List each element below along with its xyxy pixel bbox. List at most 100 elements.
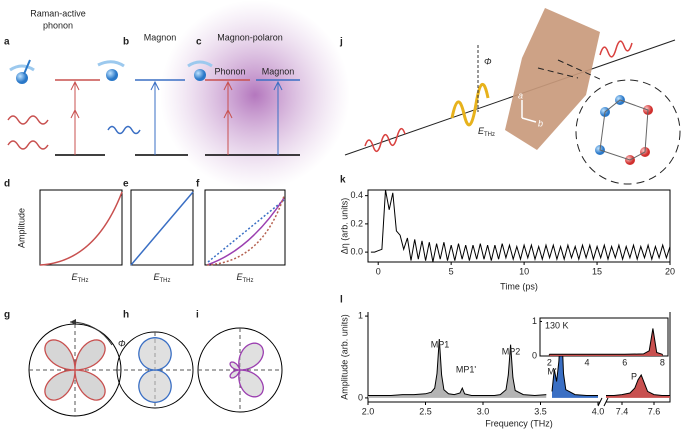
x-tick-label: 8 (660, 357, 665, 367)
chart-k: 0 5 10 15 20 0.0 0.2 0.4 Time (ps) Δη (arb. units… (339, 190, 675, 291)
spin-cone (9, 64, 35, 72)
axis-label: b (538, 118, 543, 128)
x-tick-label: 15 (592, 266, 602, 276)
spin (23, 59, 31, 75)
label-part: THz (484, 132, 495, 138)
zoom-circle (575, 79, 681, 185)
angle-label: Φ (118, 338, 126, 348)
level-label: Magnon (262, 66, 295, 76)
plot-frame (367, 189, 671, 263)
line (368, 338, 547, 397)
y-axis-label: Amplitude (arb. units) (339, 314, 349, 400)
thz-pulse (450, 83, 490, 127)
axis-label: ETHz (236, 272, 253, 283)
label-part: THz (243, 278, 254, 284)
peak-label: MP1' (456, 364, 477, 374)
axis-break (597, 397, 609, 407)
panel-title: Magnon (144, 32, 177, 42)
axis-label: a (518, 90, 523, 100)
chart-l: 2.02.53.03.54.07.47.601MP1MP1'MP2M'MPFre… (339, 310, 670, 428)
lattice (595, 95, 653, 165)
x-tick-label: 2.0 (362, 406, 375, 416)
area (606, 375, 670, 398)
panel-label: i (196, 310, 199, 321)
x-tick-label: 5 (449, 266, 454, 276)
label-part: THz (78, 278, 89, 284)
area (368, 339, 547, 398)
panel-label: d (4, 179, 10, 190)
beam (344, 39, 676, 156)
curve (130, 191, 194, 266)
panel-title: phonon (43, 20, 73, 30)
panel-label: l (340, 295, 343, 306)
x-tick-label: 2 (547, 357, 552, 367)
panel-label: e (123, 179, 129, 190)
panel-label: c (196, 37, 202, 48)
photon-wave (7, 115, 49, 150)
curve (206, 195, 285, 266)
peak-label: M' (547, 366, 556, 376)
x-tick-label: 2.5 (419, 406, 432, 416)
area (552, 317, 598, 398)
panel-labels: a b c d e f g h i j k l (4, 37, 346, 321)
x-axis-label: Frequency (THz) (485, 418, 553, 428)
x-tick-label: 3.0 (477, 406, 490, 416)
sample-plate (505, 8, 600, 150)
polar-pattern (44, 339, 106, 401)
panel-label: b (123, 37, 129, 48)
plot-frame (204, 189, 286, 266)
curve (39, 191, 123, 266)
x-tick-label: 7.4 (616, 406, 629, 416)
area (549, 328, 663, 356)
transition-arrow (150, 80, 160, 155)
y-tick-label: 0.2 (350, 218, 363, 228)
axis-label: Amplitude (16, 208, 26, 248)
peak-label: MP1 (431, 339, 450, 349)
label-part: THz (160, 278, 171, 284)
y-tick-label: 0 (358, 392, 363, 402)
y-tick-label: 0.0 (350, 246, 363, 256)
peak-label: MP2 (502, 346, 521, 356)
arrow-head (70, 319, 76, 325)
y-axis-label: Δη (arb. units) (339, 198, 349, 255)
inset-frame (539, 317, 669, 357)
atom (106, 69, 118, 81)
y-tick-label: 1 (532, 316, 537, 326)
panel-label: a (4, 37, 10, 48)
label-part: E (71, 272, 78, 282)
zoom-line (537, 59, 603, 81)
panel-label: j (339, 37, 343, 48)
level-label: Phonon (214, 66, 245, 76)
curve (207, 199, 285, 263)
axis-label: ETHz (153, 272, 170, 283)
label-part: E (478, 126, 485, 136)
spin-cone (187, 60, 213, 68)
panel-title: Raman-active (30, 8, 86, 18)
chart-inset: 2 4 6 8 0 1 130 K (532, 316, 665, 368)
polar-plots (28, 323, 283, 417)
glow (160, 0, 350, 190)
y-tick-label: 0.4 (350, 190, 363, 200)
axis-label: ETHz (71, 272, 88, 283)
x-tick-label: 3.5 (534, 406, 547, 416)
curve (206, 197, 285, 266)
x-tick-label: 4 (585, 357, 590, 367)
label-part: E (236, 272, 243, 282)
plot-frame (39, 189, 123, 266)
label-part: E (153, 272, 160, 282)
peak-label: P (631, 371, 637, 381)
x-tick-label: 6 (622, 357, 627, 367)
spin-cone (97, 60, 125, 68)
angle-label: Φ (484, 56, 492, 66)
pulse (364, 128, 406, 152)
x-tick-label: 7.6 (648, 406, 661, 416)
line (606, 373, 670, 396)
panel-label: h (123, 310, 129, 321)
polar-pattern (229, 342, 264, 398)
atom (194, 69, 206, 81)
line (549, 328, 663, 355)
bonds (599, 99, 649, 161)
pulse (599, 40, 633, 58)
x-axis-label: Time (ps) (500, 281, 538, 291)
